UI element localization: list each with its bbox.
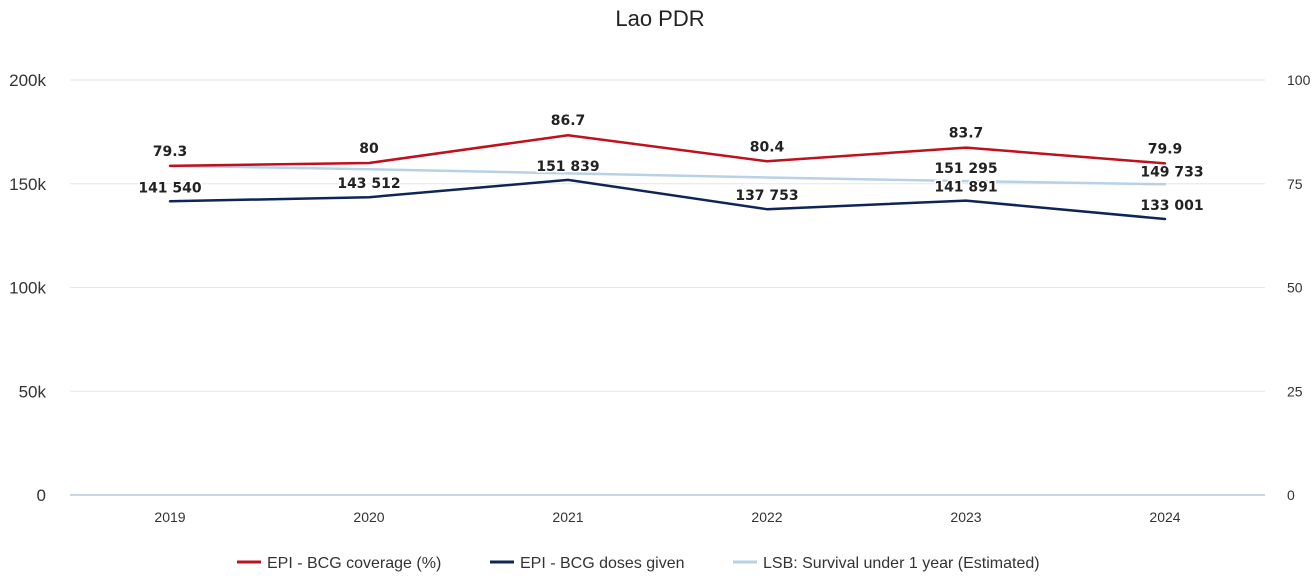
x-tick-label: 2020 xyxy=(353,509,384,525)
left-y-tick-label: 100k xyxy=(9,279,46,298)
data-label: 79.3 xyxy=(153,144,188,160)
data-labels: 79.3 80 86.7 80.4 83.7 79.9 141 540 143 512 151 … xyxy=(137,112,1205,216)
data-label: 80 xyxy=(359,141,379,157)
right-y-tick-label: 75 xyxy=(1287,176,1303,192)
data-label: 141 891 xyxy=(934,180,997,196)
right-y-tick-label: 25 xyxy=(1287,383,1303,399)
data-label: 151 295 xyxy=(934,161,997,177)
right-y-tick-label: 100 xyxy=(1287,72,1311,88)
left-y-tick-label: 200k xyxy=(9,71,46,90)
right-axis: 0 25 50 75 100 xyxy=(1287,72,1311,503)
x-tick-label: 2023 xyxy=(950,509,981,525)
data-label: 149 733 xyxy=(1140,164,1203,180)
legend-label: LSB: Survival under 1 year (Estimated) xyxy=(763,555,1040,572)
series-line-0 xyxy=(168,133,1167,168)
data-label: 151 839 xyxy=(536,159,599,175)
data-label: 80.4 xyxy=(750,139,785,155)
series-line-1 xyxy=(168,178,1167,221)
series xyxy=(168,133,1167,221)
legend-label: EPI - BCG coverage (%) xyxy=(267,555,441,572)
grid xyxy=(70,79,1265,496)
x-tick-label: 2022 xyxy=(751,509,782,525)
data-label: 79.9 xyxy=(1148,141,1183,157)
data-label: 143 512 xyxy=(337,176,400,192)
left-y-tick-label: 50k xyxy=(19,382,47,401)
left-y-tick-label: 150k xyxy=(9,175,46,194)
left-y-tick-label: 0 xyxy=(37,486,46,505)
x-tick-label: 2021 xyxy=(552,509,583,525)
data-label: 133 001 xyxy=(1140,198,1203,214)
chart-title: Lao PDR xyxy=(615,6,704,31)
data-label: 86.7 xyxy=(551,113,586,129)
left-axis: 0 50k 100k 150k 200k xyxy=(9,71,46,505)
series-line-2 xyxy=(168,164,1167,186)
right-y-tick-label: 50 xyxy=(1287,280,1303,296)
data-label: 141 540 xyxy=(138,180,202,196)
data-label: 83.7 xyxy=(949,126,984,142)
x-axis: 2019 2020 2021 2022 2023 2024 xyxy=(154,509,1180,525)
x-tick-label: 2024 xyxy=(1149,509,1180,525)
right-y-tick-label: 0 xyxy=(1287,487,1295,503)
x-tick-label: 2019 xyxy=(154,509,185,525)
legend: EPI - BCG coverage (%) EPI - BCG doses gi… xyxy=(237,555,1040,572)
legend-label: EPI - BCG doses given xyxy=(520,555,685,572)
data-label: 137 753 xyxy=(735,188,798,204)
